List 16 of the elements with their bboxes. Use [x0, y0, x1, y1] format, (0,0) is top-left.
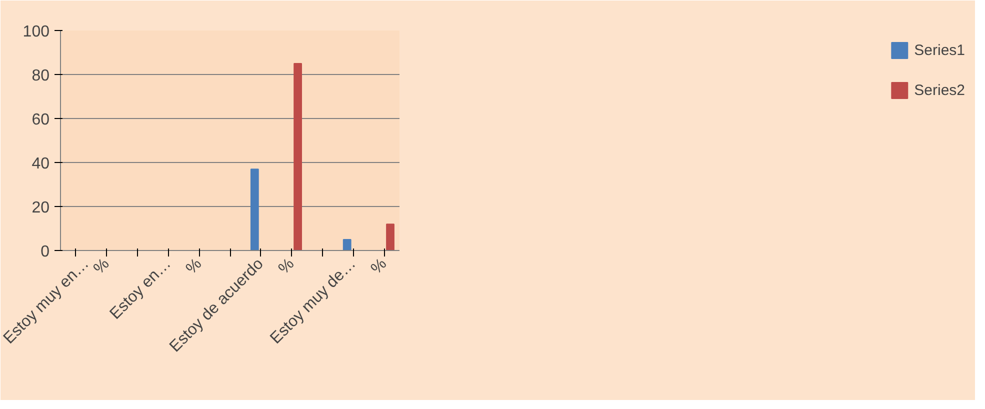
- x-tick-label: %: [183, 255, 206, 278]
- bar: [250, 168, 259, 250]
- y-tick-label: 80: [32, 68, 50, 84]
- bar: [294, 63, 302, 250]
- y-tick-label: 60: [32, 112, 50, 128]
- y-tick-label: 100: [22, 24, 50, 40]
- legend-label: Series2: [914, 82, 965, 98]
- bar: [342, 239, 352, 250]
- y-tick-label: 40: [32, 156, 50, 172]
- bar: [386, 224, 394, 250]
- x-tick-label: %: [276, 255, 298, 278]
- x-tick-label: %: [90, 255, 113, 278]
- y-tick-label: 0: [40, 244, 50, 260]
- y-tick-label: 20: [32, 200, 50, 216]
- legend-label: Series1: [914, 42, 965, 58]
- x-tick-label: %: [368, 255, 390, 278]
